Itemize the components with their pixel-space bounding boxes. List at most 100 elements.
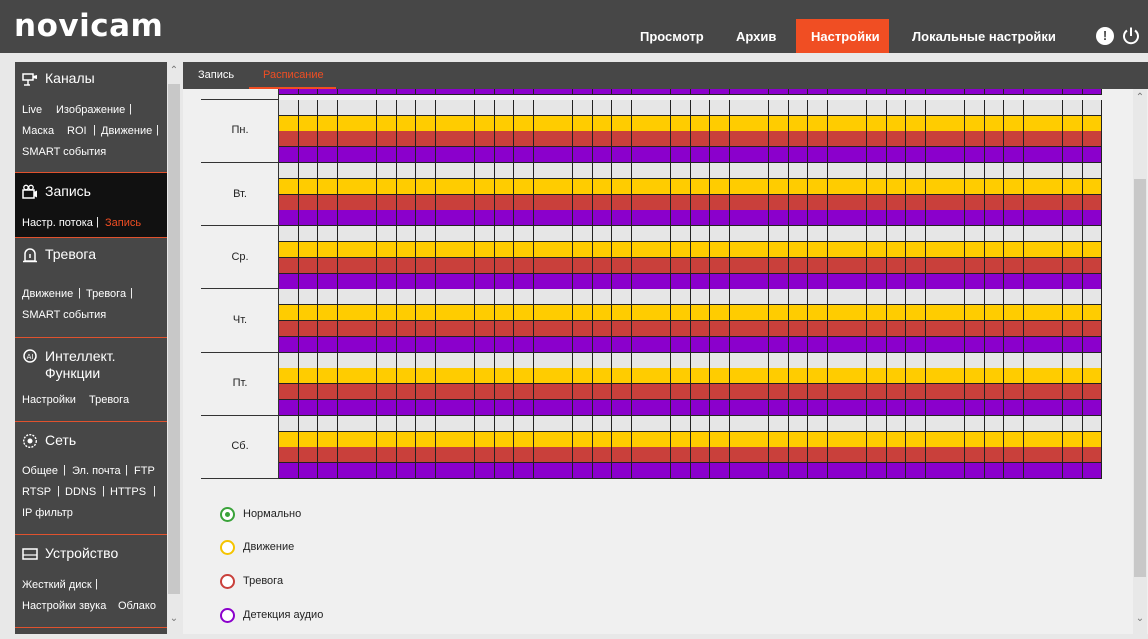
schedule-cell[interactable] [710,131,731,148]
schedule-cell[interactable] [827,431,848,448]
schedule-cell[interactable] [416,226,437,243]
scroll-down-icon[interactable]: ⌄ [169,613,179,624]
schedule-cell[interactable] [651,368,672,385]
schedule-cell[interactable] [867,178,887,195]
schedule-cell[interactable] [867,321,887,338]
schedule-cell[interactable] [1082,131,1103,148]
schedule-cell[interactable] [1043,400,1064,417]
schedule-cell[interactable] [631,257,652,274]
schedule-cell[interactable] [827,257,848,274]
schedule-cell[interactable] [769,210,789,227]
schedule-cell[interactable] [475,147,495,164]
schedule-cell[interactable] [965,257,985,274]
schedule-cell[interactable] [533,321,554,338]
schedule-cell[interactable] [592,273,613,290]
schedule-cell[interactable] [357,147,378,164]
schedule-cell[interactable] [612,321,633,338]
schedule-cell[interactable] [435,226,456,243]
schedule-cell[interactable] [1023,463,1044,480]
schedule-cell[interactable] [435,352,456,369]
schedule-cell[interactable] [631,131,652,148]
schedule-cell[interactable] [435,368,456,385]
schedule-cell[interactable] [710,194,731,211]
schedule-cell[interactable] [710,147,731,164]
schedule-cell[interactable] [1082,257,1103,274]
schedule-cell[interactable] [592,194,613,211]
schedule-cell[interactable] [455,431,476,448]
schedule-cell[interactable] [573,210,593,227]
schedule-cell[interactable] [357,415,378,432]
schedule-cell[interactable] [749,89,770,96]
schedule-cell[interactable] [1082,447,1103,464]
schedule-cell[interactable] [1004,273,1025,290]
schedule-cell[interactable] [494,147,515,164]
schedule-cell[interactable] [631,384,652,401]
schedule-cell[interactable] [1023,431,1044,448]
schedule-cell[interactable] [965,194,985,211]
schedule-cell[interactable] [906,163,927,180]
schedule-cell[interactable] [592,352,613,369]
schedule-cell[interactable] [514,194,535,211]
schedule-cell[interactable] [475,368,495,385]
schedule-cell[interactable] [494,352,515,369]
schedule-cell[interactable] [298,257,319,274]
schedule-cell[interactable] [769,289,789,306]
schedule-cell[interactable] [690,99,711,116]
schedule-cell[interactable] [808,336,829,353]
schedule-cell[interactable] [925,99,946,116]
schedule-cell[interactable] [337,226,358,243]
schedule-cell[interactable] [357,321,378,338]
schedule-cell[interactable] [1023,447,1044,464]
schedule-cell[interactable] [867,131,887,148]
schedule-cell[interactable] [1043,178,1064,195]
schedule-cell[interactable] [788,115,809,132]
schedule-cell[interactable] [925,178,946,195]
schedule-cell[interactable] [612,89,633,96]
schedule-cell[interactable] [377,321,397,338]
schedule-cell[interactable] [514,289,535,306]
schedule-cell[interactable] [455,178,476,195]
schedule-cell[interactable] [886,210,907,227]
schedule-cell[interactable] [494,415,515,432]
schedule-cell[interactable] [945,89,966,96]
schedule-cell[interactable] [749,368,770,385]
schedule-cell[interactable] [651,242,672,259]
schedule-cell[interactable] [906,273,927,290]
schedule-cell[interactable] [729,89,750,96]
schedule-cell[interactable] [847,99,868,116]
schedule-cell[interactable] [984,305,1005,322]
schedule-cell[interactable] [925,242,946,259]
schedule-cell[interactable] [749,400,770,417]
schedule-cell[interactable] [1082,305,1103,322]
schedule-cell[interactable] [298,194,319,211]
schedule-cell[interactable] [1082,178,1103,195]
schedule-cell[interactable] [416,89,437,96]
schedule-cell[interactable] [357,305,378,322]
schedule-cell[interactable] [318,415,339,432]
schedule-cell[interactable] [769,431,789,448]
schedule-cell[interactable] [788,131,809,148]
schedule-cell[interactable] [1004,115,1025,132]
schedule-cell[interactable] [553,163,574,180]
schedule-cell[interactable] [690,178,711,195]
nav-archive[interactable]: Архив [736,29,777,44]
schedule-cell[interactable] [592,289,613,306]
schedule-cell[interactable] [671,415,691,432]
schedule-cell[interactable] [984,99,1005,116]
schedule-cell[interactable] [847,147,868,164]
schedule-cell[interactable] [710,463,731,480]
schedule-cell[interactable] [435,415,456,432]
schedule-cell[interactable] [788,257,809,274]
sidebar-title-ai[interactable]: Интеллект. Функции [45,348,116,382]
schedule-cell[interactable] [1063,352,1083,369]
schedule-cell[interactable] [1043,305,1064,322]
schedule-cell[interactable] [396,226,417,243]
schedule-cell[interactable] [690,273,711,290]
schedule-cell[interactable] [965,163,985,180]
schedule-cell[interactable] [612,463,633,480]
schedule-cell[interactable] [651,400,672,417]
schedule-cell[interactable] [906,368,927,385]
schedule-cell[interactable] [337,89,358,96]
schedule-cell[interactable] [749,147,770,164]
schedule-cell[interactable] [671,321,691,338]
